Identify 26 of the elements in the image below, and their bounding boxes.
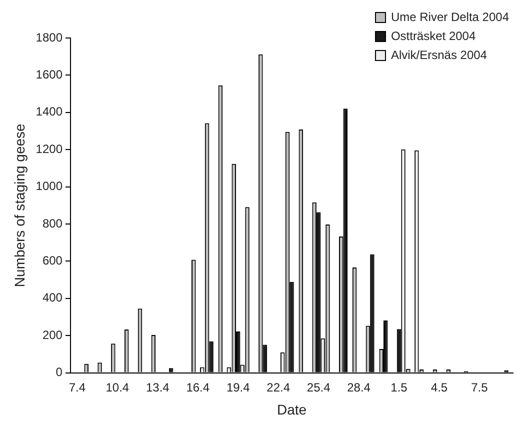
x-tick-label: 19.4	[226, 380, 250, 394]
x-tick-label: 4.5	[430, 380, 448, 394]
x-tick-label: 7.5	[471, 380, 488, 394]
x-tick-label: 25.4	[306, 380, 331, 394]
y-tick-label: 0	[56, 365, 63, 380]
y-tick-label: 1800	[36, 30, 63, 44]
y-tick-label: 600	[42, 254, 63, 268]
x-tick-label: 10.4	[106, 380, 130, 394]
y-tick-label: 400	[42, 290, 63, 305]
x-axis-title: Date	[276, 401, 307, 418]
x-tick-label: 1.5	[390, 380, 408, 394]
y-axis-title: Numbers of staging geese	[11, 123, 28, 288]
legend-label: Alvik/Ersnäs 2004	[390, 47, 487, 64]
y-tick-label: 1000	[36, 179, 63, 194]
y-tick-label: 1400	[36, 104, 63, 119]
y-tick-label: 200	[42, 328, 63, 342]
x-tick-label: 16.4	[186, 380, 210, 394]
y-tick-label: 1200	[36, 142, 63, 156]
legend-label: Ostträsket 2004	[390, 28, 476, 45]
y-tick-label: 800	[42, 216, 63, 230]
x-tick-label: 28.4	[347, 380, 371, 394]
x-tick-label: 7.4	[68, 380, 86, 394]
x-tick-label: 13.4	[146, 380, 170, 394]
y-tick-label: 1600	[36, 68, 63, 82]
legend-label: Ume River Delta 2004	[390, 9, 509, 26]
x-tick-label: 22.4	[266, 380, 290, 394]
